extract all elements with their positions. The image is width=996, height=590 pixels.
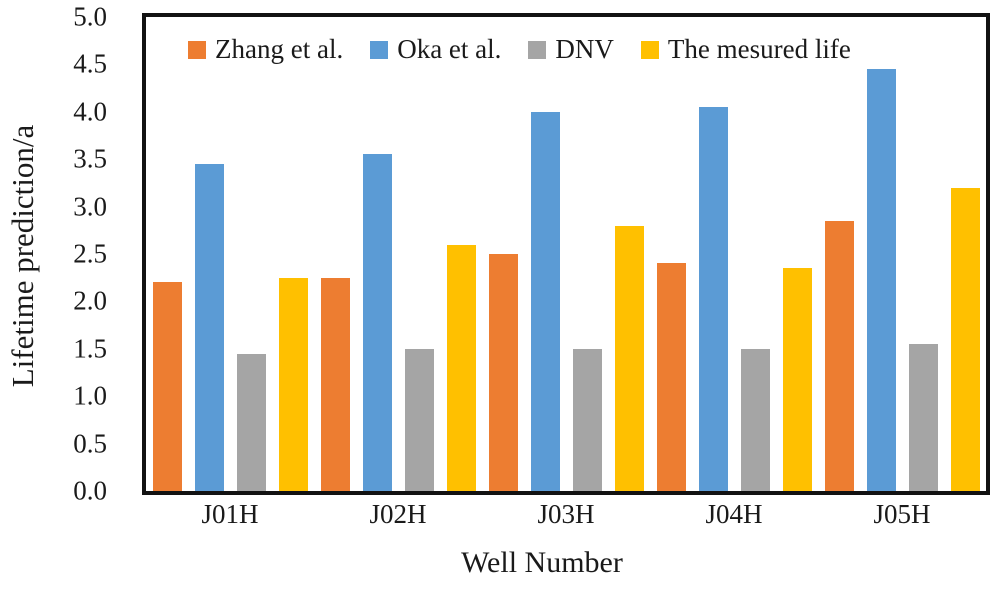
- bar-the-mesured-life-j02h: [446, 244, 476, 491]
- bar-group-j02h: [314, 17, 482, 491]
- legend-entry-oka-et-al: Oka et al.: [370, 34, 501, 65]
- bar-dnv-j03h: [572, 348, 602, 491]
- x-tick-label-j03h: J03H: [537, 499, 595, 529]
- bar-oka-et-al-j04h: [698, 107, 728, 491]
- y-tick-label-0.0: 0.0: [73, 475, 107, 506]
- bar-zhang-et-al-j01h: [152, 282, 182, 491]
- x-tick-label-j01h: J01H: [201, 499, 259, 529]
- x-tick-label-j02h: J02H: [369, 499, 427, 529]
- bar-zhang-et-al-j04h: [656, 263, 686, 491]
- x-axis-title: Well Number: [461, 546, 623, 579]
- bar-the-mesured-life-j01h: [278, 277, 308, 491]
- y-axis-ticks: 5.0 4.5 4.0 3.5 3.0 2.5 2.0 1.5 1.0 0.5 0.0: [0, 3, 107, 504]
- legend-swatch-icon-zhang-et-al: [188, 40, 206, 59]
- x-axis-labels: J01H J02H J03H J04H J05H: [146, 499, 986, 530]
- legend-label: Zhang et al.: [215, 34, 344, 64]
- legend-swatch-icon-oka-et-al: [370, 40, 389, 59]
- y-tick-label-4.5: 4.5: [73, 48, 107, 79]
- bar-oka-et-al-j02h: [362, 154, 392, 491]
- bar-group-j04h: [650, 17, 818, 491]
- bar-zhang-et-al-j03h: [488, 254, 518, 491]
- bar-dnv-j05h: [908, 344, 938, 491]
- legend-entry-zhang-et-al: Zhang et al.: [188, 34, 343, 65]
- legend-swatch-icon-dnv: [528, 40, 547, 59]
- y-tick-label-1.0: 1.0: [73, 380, 107, 411]
- bar-oka-et-al-j05h: [866, 69, 896, 491]
- bar-zhang-et-al-j02h: [320, 277, 350, 491]
- legend: Zhang et al. Oka et al. DNV The mesured lif…: [188, 34, 851, 65]
- plot-area: Zhang et al. Oka et al. DNV The mesured lif…: [142, 13, 990, 495]
- bar-oka-et-al-j01h: [194, 163, 224, 491]
- legend-swatch-icon-the-mesured-life: [640, 40, 659, 59]
- bar-oka-et-al-j03h: [530, 111, 560, 491]
- legend-entry-dnv: DNV: [528, 34, 614, 65]
- legend-entry-the-mesured-life: The mesured life: [640, 34, 851, 65]
- y-tick-label-5.0: 5.0: [73, 1, 107, 32]
- bar-group-j03h: [482, 17, 650, 491]
- x-tick-label-j05h: J05H: [873, 499, 931, 529]
- legend-label: Oka et al.: [397, 34, 502, 64]
- y-tick-label-2.0: 2.0: [73, 285, 107, 316]
- bar-dnv-j02h: [404, 348, 434, 491]
- legend-label: DNV: [555, 34, 614, 64]
- y-tick-label-2.5: 2.5: [73, 238, 107, 269]
- x-tick-label-j04h: J04H: [705, 499, 763, 529]
- bar-the-mesured-life-j04h: [782, 268, 812, 491]
- bar-group-j01h: [146, 17, 314, 491]
- y-tick-label-3.0: 3.0: [73, 191, 107, 222]
- y-tick-label-0.5: 0.5: [73, 428, 107, 459]
- legend-label: The mesured life: [667, 34, 851, 64]
- bar-dnv-j01h: [236, 353, 266, 491]
- bar-the-mesured-life-j05h: [950, 187, 980, 491]
- y-tick-label-1.5: 1.5: [73, 333, 107, 364]
- bar-the-mesured-life-j03h: [614, 225, 644, 491]
- bar-dnv-j04h: [740, 348, 770, 491]
- y-tick-label-4.0: 4.0: [73, 96, 107, 127]
- bar-zhang-et-al-j05h: [824, 220, 854, 491]
- bar-group-j05h: [818, 17, 986, 491]
- y-tick-label-3.5: 3.5: [73, 143, 107, 174]
- bar-series-container: [146, 17, 986, 491]
